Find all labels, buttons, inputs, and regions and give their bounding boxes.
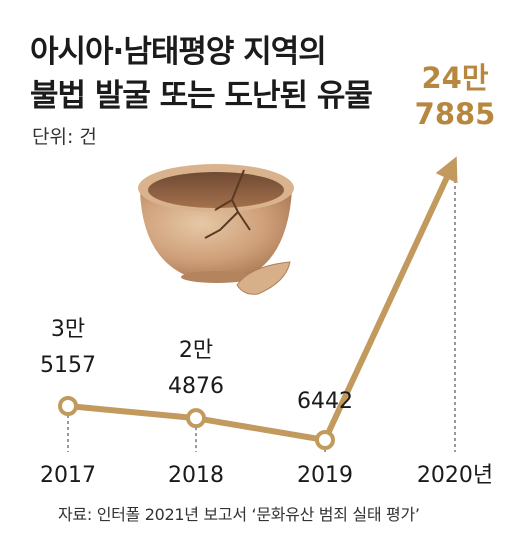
line-segment-2: [193, 415, 328, 443]
data-label-2017-1: 3만: [51, 317, 85, 342]
data-label-2018-1: 2만: [179, 338, 213, 363]
data-label-2019-1: 6442: [297, 389, 353, 414]
pot-crack: [204, 169, 251, 239]
data-label-2020년-1: 24만: [421, 61, 488, 95]
marker-2019: [315, 430, 335, 450]
line-segment-1: [65, 403, 199, 422]
x-tick-2018: 2018: [168, 463, 224, 488]
x-tick-2020년: 2020년: [417, 463, 493, 488]
unit-label: 단위: 건: [32, 126, 97, 148]
title-line-1: 아시아·남태평양 지역의: [30, 34, 327, 70]
chart-title: 아시아·남태평양 지역의 불법 발굴 또는 도난된 유물: [30, 30, 373, 118]
source-note: 자료: 인터폴 2021년 보고서 ‘문화유산 범죄 실태 평가’: [58, 505, 420, 524]
x-axis-ticks: 2017 2018 2019 2020년: [40, 463, 493, 488]
title-line-2: 불법 발굴 또는 도난된 유물: [30, 78, 373, 114]
data-label-2020년-2: 7885: [415, 97, 496, 131]
x-tick-2019: 2019: [297, 463, 353, 488]
data-label-2017-2: 5157: [40, 353, 96, 378]
marker-2017: [58, 396, 78, 416]
pot-inner: [148, 172, 284, 208]
arrow-head: [435, 156, 458, 184]
series-line: [65, 156, 458, 443]
broken-pot-illustration: [138, 164, 294, 295]
pot-base: [181, 271, 253, 283]
marker-2018: [186, 408, 206, 429]
line-segment-3: [322, 171, 452, 443]
pot-shard: [236, 261, 291, 295]
series-markers: [58, 396, 335, 450]
x-tick-2017: 2017: [40, 463, 96, 488]
data-label-2018-2: 4876: [168, 374, 224, 399]
